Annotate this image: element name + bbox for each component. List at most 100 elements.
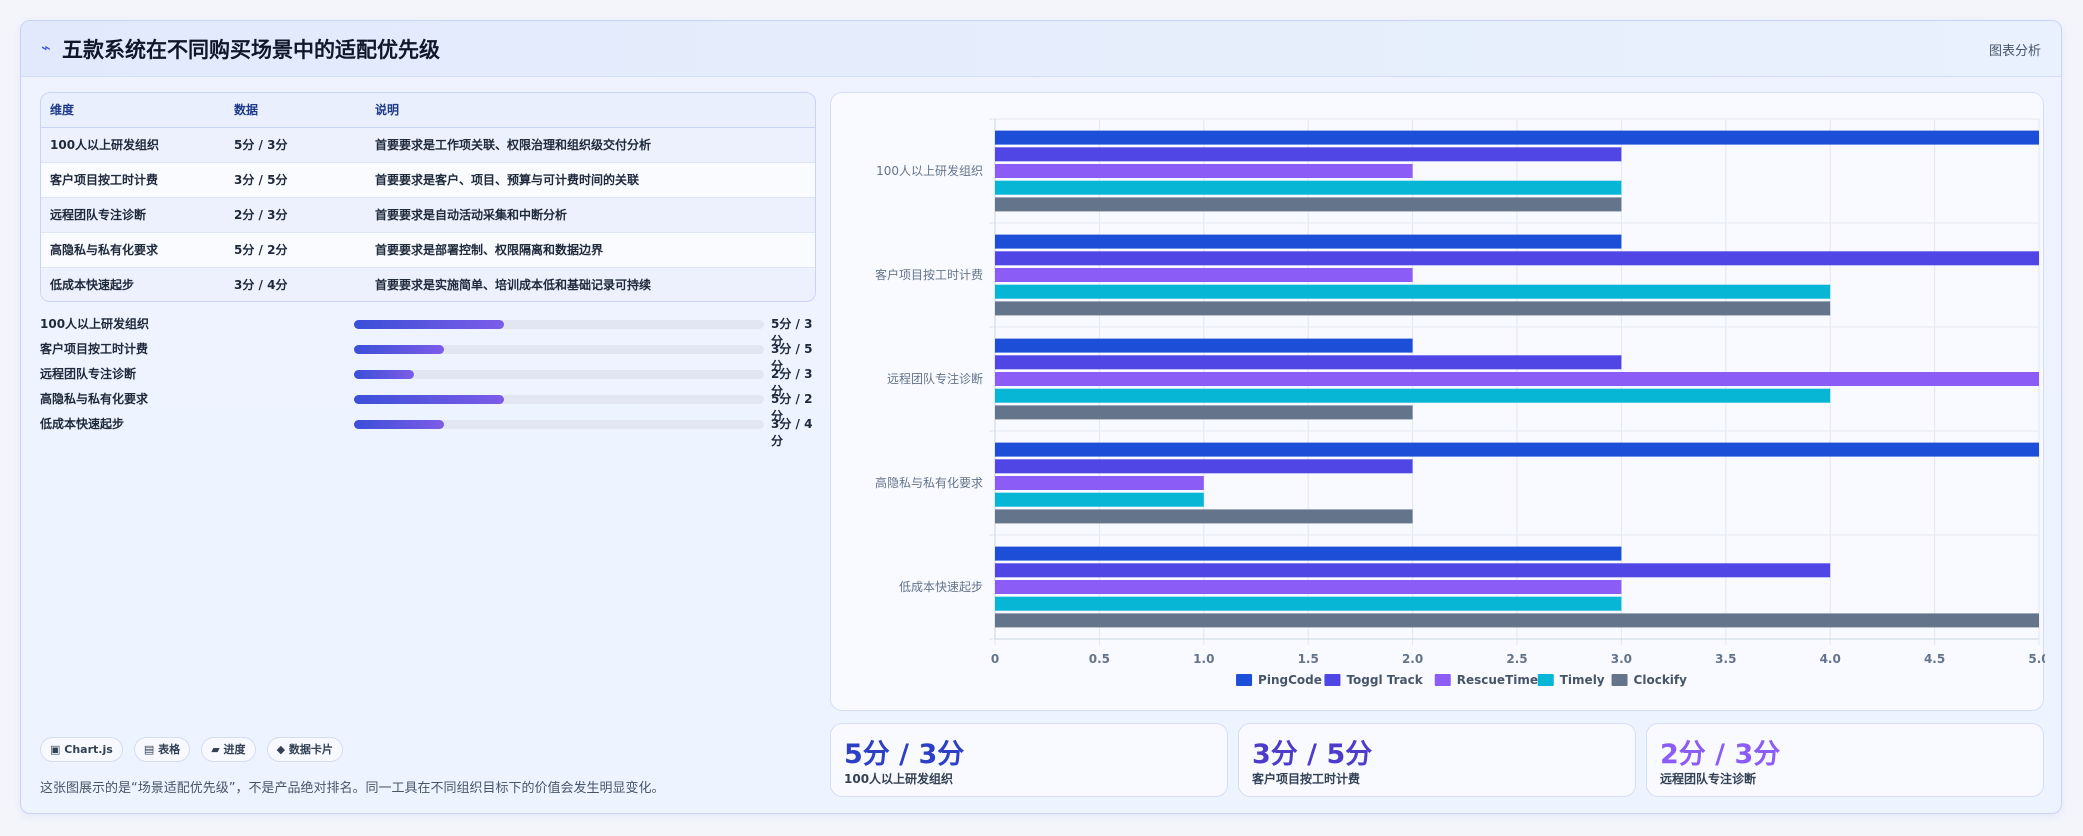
- table-cell: 100人以上研发组织: [50, 138, 160, 152]
- table-cell: 首要要求是部署控制、权限隔离和数据边界: [375, 243, 604, 257]
- x-tick-label: 3.5: [1715, 652, 1736, 666]
- footnote: 这张图展示的是“场景适配优先级”，不是产品绝对排名。同一工具在不同组织目标下的价…: [40, 781, 665, 796]
- bar: [995, 613, 2039, 628]
- progress-track: [354, 320, 764, 329]
- main-card: ⌁ 五款系统在不同购买场景中的适配优先级 图表分析 维度 数据 说明 100人以…: [20, 20, 2062, 814]
- progress-label: 高隐私与私有化要求: [40, 392, 149, 406]
- chart-panel: 0 0.5 1.0 1.5 2.0 2.5 3.0 3.5 4.0 4.5 5.0 100人以上研发组…: [830, 92, 2045, 711]
- x-tick-label: 4.5: [1924, 652, 1945, 666]
- table-cell: 远程团队专注诊断: [50, 208, 147, 222]
- trend-icon: ⌁: [41, 38, 51, 57]
- x-tick-label: 3.0: [1611, 652, 1632, 666]
- feature-chips: ▣ Chart.js ▤ 表格 ▰ 进度 ◆ 数据卡片: [40, 737, 349, 763]
- bar: [995, 596, 1622, 611]
- legend-swatch: [1324, 674, 1341, 686]
- progress-row: 低成本快速起步 3分 / 4分: [40, 412, 820, 448]
- bar: [995, 338, 1413, 353]
- bar: [995, 284, 1831, 299]
- progress-track: [354, 345, 764, 354]
- table-cell: 低成本快速起步: [50, 278, 135, 293]
- progress-icon: ▰: [211, 743, 220, 756]
- table-icon: ▤: [143, 743, 155, 756]
- bar-chart: 0 0.5 1.0 1.5 2.0 2.5 3.0 3.5 4.0 4.5 5.0 100人以上研发组…: [875, 118, 2045, 687]
- kpi-value: 2分 / 3分: [1660, 739, 1781, 770]
- x-tick-label: 2.5: [1506, 652, 1527, 666]
- bar: [995, 372, 2039, 386]
- chip-data-card[interactable]: ◆ 数据卡片: [266, 737, 343, 762]
- bar: [995, 442, 2039, 457]
- legend-entry: Timely: [1560, 673, 1605, 687]
- x-tick-label: 1.5: [1298, 652, 1319, 666]
- kpi-value: 5分 / 3分: [844, 739, 965, 770]
- legend-swatch: [1537, 674, 1554, 686]
- bar: [995, 492, 1204, 507]
- progress-label: 100人以上研发组织: [40, 317, 150, 331]
- progress-fill: [354, 345, 445, 354]
- chip-label: Chart.js: [64, 743, 113, 756]
- bar: [995, 197, 1622, 212]
- chip-table[interactable]: ▤ 表格: [133, 737, 191, 762]
- header: ⌁ 五款系统在不同购买场景中的适配优先级 图表分析: [21, 21, 2061, 77]
- progress-value: 2分 / 3分: [771, 367, 813, 398]
- bar: [995, 234, 1622, 249]
- bar: [995, 180, 1622, 195]
- table-row: 远程团队专注诊断 2分 / 3分 首要要求是自动活动采集和中断分析: [41, 197, 815, 232]
- progress-value: 3分 / 4分: [771, 417, 813, 448]
- kpi-label: 远程团队专注诊断: [1660, 772, 1757, 786]
- table-cell: 2分 / 3分: [234, 208, 288, 222]
- kpi-card: 5分 / 3分 100人以上研发组织: [830, 723, 1228, 797]
- progress-label: 低成本快速起步: [40, 417, 125, 431]
- y-tick-label: 远程团队专注诊断: [887, 371, 983, 386]
- bar: [995, 509, 1413, 524]
- progress-fill: [354, 420, 445, 429]
- legend-swatch: [1236, 674, 1253, 686]
- table-row: 客户项目按工时计费 3分 / 5分 首要要求是客户、项目、预算与可计费时间的关联: [41, 162, 815, 197]
- table-cell: 客户项目按工时计费: [50, 173, 159, 187]
- bar: [995, 301, 1831, 316]
- x-tick-label: 2.0: [1402, 652, 1423, 666]
- table-cell: 高隐私与私有化要求: [50, 243, 159, 257]
- progress-fill: [354, 320, 505, 329]
- bar: [995, 251, 2039, 266]
- chip-chartjs[interactable]: ▣ Chart.js: [40, 737, 123, 762]
- column-header: 说明: [366, 93, 815, 128]
- chip-label: 表格: [158, 743, 181, 756]
- y-tick-label: 低成本快速起步: [899, 580, 983, 594]
- progress-label: 远程团队专注诊断: [40, 367, 137, 381]
- bar: [995, 459, 1413, 474]
- progress-track: [354, 370, 764, 379]
- page-title: 五款系统在不同购买场景中的适配优先级: [62, 38, 440, 62]
- legend-entry: PingCode: [1258, 673, 1322, 687]
- progress-value: 5分 / 3分: [771, 317, 813, 348]
- kpi-card: 3分 / 5分 客户项目按工时计费: [1238, 723, 1636, 797]
- progress-fill: [354, 370, 415, 379]
- table-cell: 首要要求是工作项关联、权限治理和组织级交付分析: [375, 138, 652, 152]
- legend-swatch: [1434, 674, 1451, 686]
- progress-row: 100人以上研发组织 5分 / 3分: [40, 312, 820, 348]
- diamond-icon: ◆: [276, 743, 286, 756]
- table-cell: 5分 / 3分: [234, 138, 288, 152]
- table-header-row: 维度 数据 说明: [41, 93, 815, 128]
- bar: [995, 580, 1622, 594]
- progress-value: 5分 / 2分: [771, 392, 813, 423]
- y-tick-label: 客户项目按工时计费: [875, 267, 983, 282]
- chart-analysis-tag: 图表分析: [1988, 44, 2041, 59]
- table-cell: 首要要求是客户、项目、预算与可计费时间的关联: [375, 173, 640, 187]
- chip-label: 数据卡片: [288, 743, 333, 756]
- y-tick-label: 高隐私与私有化要求: [875, 475, 983, 490]
- chip-label: 进度: [223, 743, 246, 756]
- data-table: 维度 数据 说明 100人以上研发组织 5分 / 3分 首要要求是工作项关联、权…: [40, 92, 816, 302]
- legend-entry: RescueTime: [1457, 673, 1538, 687]
- kpi-value: 3分 / 5分: [1252, 739, 1373, 770]
- table-row: 100人以上研发组织 5分 / 3分 首要要求是工作项关联、权限治理和组织级交付…: [41, 127, 815, 162]
- bar: [995, 563, 1831, 578]
- progress-track: [354, 420, 764, 429]
- x-tick-label: 4.0: [1820, 652, 1841, 666]
- y-tick-label: 100人以上研发组织: [876, 163, 983, 178]
- bar: [995, 268, 1413, 282]
- column-header: 维度: [41, 93, 225, 128]
- chip-progress[interactable]: ▰ 进度: [201, 737, 256, 762]
- bar: [995, 388, 1831, 403]
- kpi-label: 客户项目按工时计费: [1252, 772, 1361, 786]
- progress-value: 3分 / 5分: [771, 342, 813, 373]
